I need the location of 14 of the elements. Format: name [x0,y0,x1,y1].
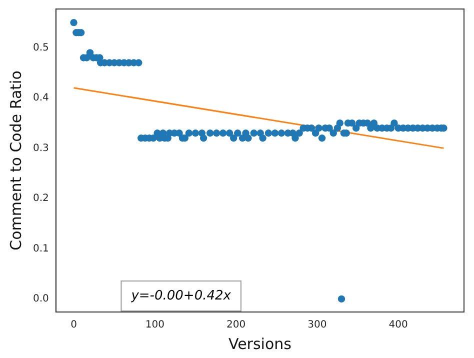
y-tick-label: 0.3 [32,142,49,154]
x-axis-title: Versions [228,334,292,353]
x-tick-label: 200 [226,320,246,331]
x-tick-label: 0 [70,320,77,331]
x-tick-label: 100 [145,320,164,331]
y-tick-label: 0.4 [32,92,49,104]
y-tick-label: 0.2 [32,193,49,204]
y-tick-label: 0.0 [32,294,49,305]
x-tick-label: 300 [308,320,327,331]
y-tick-label: 0.5 [32,42,49,54]
x-tick-label: 400 [388,320,408,331]
annotation: y=-0.00+0.42x [130,288,232,304]
y-axis-title: Comment to Code Ratio [6,70,25,250]
y-tick-label: 0.1 [32,243,49,254]
